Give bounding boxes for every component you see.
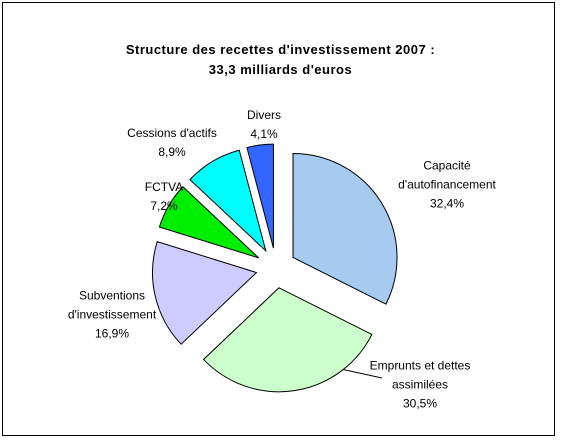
slice-percent: 4,1% <box>250 127 278 141</box>
slice-label: Emprunts et dettes assimilées 30,5% <box>365 357 475 414</box>
slice-percent: 7,2% <box>150 199 178 213</box>
slice-name: Divers <box>246 108 281 122</box>
slice-label: Divers 4,1% <box>204 106 324 144</box>
slice-label: Cessions d'actifs 8,9% <box>112 124 232 162</box>
slice-percent: 30,5% <box>402 396 438 411</box>
slice-name: Cessions d'actifs <box>127 126 217 140</box>
pie-slice <box>152 241 258 345</box>
pie-slice <box>189 149 267 253</box>
slice-label: Subventions d'investissement 16,9% <box>62 287 162 344</box>
slice-name: Emprunts et dettes assimilées <box>369 358 471 392</box>
pie-slice <box>158 186 260 259</box>
chart-title: Structure des recettes d'investissement … <box>125 42 436 57</box>
pie-slice <box>292 152 398 305</box>
slice-percent: 8,9% <box>158 145 186 159</box>
slice-name: Capacité d'autofinancement <box>398 158 496 192</box>
slice-percent: 16,9% <box>94 326 130 341</box>
pie-slice <box>246 143 274 249</box>
slice-name: Subventions d'investissement <box>67 288 157 322</box>
slice-label: Capacité d'autofinancement 32,4% <box>387 157 507 214</box>
chart-subtitle: 33,3 milliards d'euros <box>208 62 353 77</box>
slice-percent: 32,4% <box>429 196 465 211</box>
pie-slice <box>202 287 373 393</box>
slice-label: FCTVA 7,2% <box>104 178 224 216</box>
chart-frame <box>2 2 555 436</box>
slice-name: FCTVA <box>144 180 184 194</box>
